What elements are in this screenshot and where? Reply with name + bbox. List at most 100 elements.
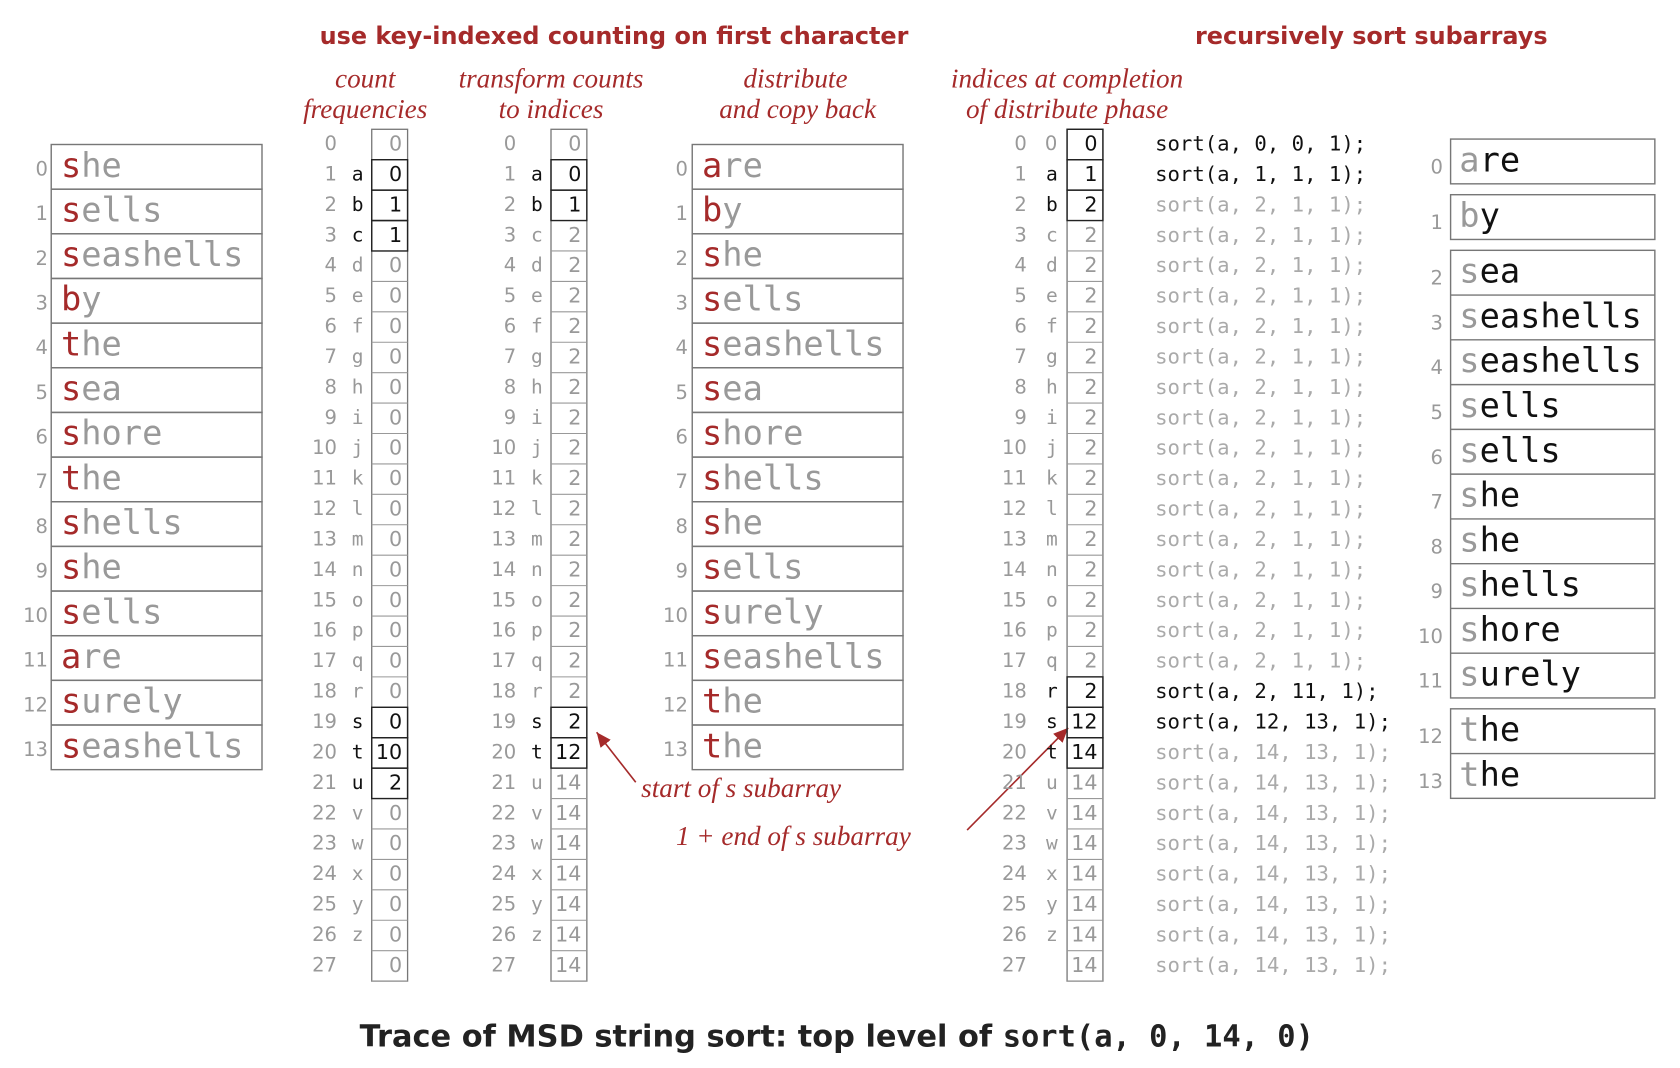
letter: g: [352, 345, 364, 368]
letter: f: [352, 315, 364, 338]
word-part: s: [61, 726, 81, 765]
word-part: b: [702, 190, 722, 229]
count-value: 0: [389, 862, 402, 886]
array-index: 2: [675, 247, 687, 270]
word-part: he: [81, 458, 122, 497]
count-value: 14: [555, 862, 581, 886]
word-part: s: [1459, 520, 1479, 559]
count-value: 2: [568, 344, 581, 368]
annotation: start of s subarray: [641, 773, 842, 803]
row-index: 0: [1014, 132, 1026, 155]
caption-line: transform counts: [459, 64, 644, 94]
letter: k: [531, 467, 543, 490]
letter: d: [1046, 254, 1058, 277]
count-value: 14: [1071, 831, 1097, 855]
word: surely: [61, 681, 183, 720]
sort-call: sort(a, 12, 13, 1);: [1155, 710, 1391, 734]
array-cell: [50, 724, 263, 771]
array-index: 5: [36, 381, 48, 404]
word: seashells: [1459, 341, 1641, 380]
sort-call: sort(a, 14, 13, 1);: [1155, 922, 1391, 946]
word: shore: [702, 413, 803, 452]
row-index: 21: [1002, 771, 1027, 794]
count-value: 2: [1084, 314, 1097, 338]
caption-line: of distribute phase: [966, 94, 1168, 124]
row-index: 1: [325, 162, 337, 185]
letter: i: [352, 406, 364, 429]
sort-call: sort(a, 2, 1, 1);: [1155, 344, 1366, 368]
count-value: 2: [568, 284, 581, 308]
letter: r: [531, 680, 543, 703]
arrow: [966, 727, 1069, 831]
row-index: 20: [312, 740, 337, 763]
word: seashells: [702, 636, 884, 675]
word-part: s: [1459, 385, 1479, 424]
row-index: 10: [1002, 436, 1027, 459]
letter: m: [352, 527, 364, 550]
word-part: s: [702, 369, 722, 408]
array-index: 0: [675, 158, 687, 181]
row-index: 26: [491, 923, 516, 946]
word-part: hells: [1480, 565, 1581, 604]
count-value: 14: [1071, 801, 1097, 825]
letter: z: [531, 923, 543, 946]
word: sells: [1459, 430, 1560, 469]
row-index: 14: [1002, 558, 1027, 581]
row-index: 9: [325, 406, 337, 429]
sort-call: sort(a, 2, 1, 1);: [1155, 527, 1366, 551]
word-part: he: [722, 503, 763, 542]
count-value: 0: [389, 314, 402, 338]
count-value: 0: [389, 527, 402, 551]
word-part: ea: [1480, 251, 1521, 290]
letter: r: [1046, 680, 1058, 703]
word: the: [702, 726, 763, 765]
array-index: 13: [1418, 770, 1443, 793]
count-value: 0: [389, 344, 402, 368]
caption-line: to indices: [499, 94, 604, 124]
array-index: 8: [1431, 535, 1443, 558]
count-value: 2: [568, 375, 581, 399]
word-part: s: [1459, 251, 1479, 290]
count-value: 2: [1084, 405, 1097, 429]
row-index: 25: [491, 893, 516, 916]
count-value: 2: [1084, 436, 1097, 460]
count-value: 2: [568, 588, 581, 612]
word-part: he: [722, 235, 763, 274]
row-index: 7: [504, 345, 516, 368]
row-index: 1: [1014, 162, 1026, 185]
count-value: 0: [389, 710, 402, 734]
row-index: 3: [1014, 223, 1026, 246]
row-index: 23: [1002, 832, 1027, 855]
word-part: eashells: [1480, 341, 1642, 380]
letter: h: [531, 375, 543, 398]
word: seashells: [61, 726, 243, 765]
array-index: 11: [1418, 670, 1443, 693]
word-part: b: [61, 279, 81, 318]
array-index: 7: [1431, 491, 1443, 514]
count-value: 0: [389, 649, 402, 673]
arrow: [595, 731, 637, 783]
row-index: 6: [325, 315, 337, 338]
word-part: s: [702, 592, 722, 631]
count-value: 14: [1071, 892, 1097, 916]
count-value: 0: [389, 588, 402, 612]
word-part: ells: [1480, 385, 1561, 424]
array-index: 3: [1431, 311, 1443, 334]
letter: n: [352, 558, 364, 581]
count-value: 2: [1084, 375, 1097, 399]
word: seashells: [1459, 296, 1641, 335]
array-index: 9: [36, 559, 48, 582]
letter: d: [531, 254, 543, 277]
count-value: 0: [389, 132, 402, 156]
word: the: [702, 681, 763, 720]
caption-line: indices at completion: [951, 64, 1183, 94]
count-value: 14: [555, 770, 581, 794]
row-index: 15: [1002, 588, 1027, 611]
array-index: 3: [675, 291, 687, 314]
row-index: 24: [1002, 862, 1027, 885]
count-value: 2: [568, 497, 581, 521]
array-index: 10: [663, 604, 688, 627]
word-part: s: [61, 190, 81, 229]
count-value: 14: [1071, 862, 1097, 886]
